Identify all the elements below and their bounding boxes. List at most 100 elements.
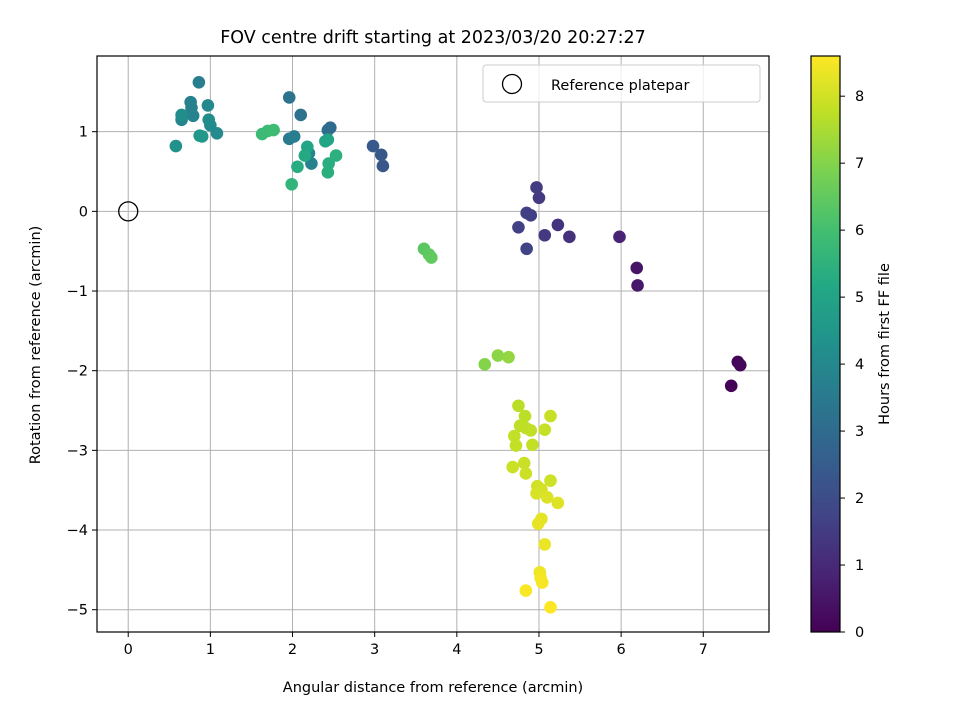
data-point — [517, 456, 531, 470]
data-point — [530, 487, 543, 500]
data-point — [733, 358, 747, 372]
data-point — [294, 108, 308, 122]
y-tick-label: −5 — [67, 603, 88, 619]
data-point — [491, 349, 505, 362]
y-axis-label: Rotation from reference (arcmin) — [28, 226, 44, 465]
data-point — [631, 279, 644, 292]
data-point — [376, 159, 390, 173]
data-point — [287, 130, 301, 143]
data-point — [551, 496, 565, 510]
colorbar-gradient — [810, 55, 841, 633]
legend[interactable]: Reference platepar — [482, 64, 761, 103]
data-point — [192, 75, 206, 89]
data-point — [532, 191, 546, 205]
data-point — [613, 230, 626, 244]
data-point — [195, 130, 209, 143]
data-point — [520, 242, 533, 256]
data-point — [478, 358, 492, 371]
colorbar-tick-label: 2 — [855, 491, 864, 507]
data-point — [291, 160, 304, 174]
x-tick-label: 7 — [699, 642, 708, 658]
grid — [97, 56, 769, 632]
data-point — [169, 139, 183, 153]
data-point — [524, 424, 538, 437]
colorbar-tick-label: 4 — [855, 357, 864, 373]
colorbar-tick-label: 6 — [855, 223, 864, 239]
data-point — [518, 409, 532, 423]
colorbar-tick-label: 0 — [855, 625, 864, 641]
data-point — [285, 177, 298, 191]
data-point — [563, 230, 576, 244]
colorbar-tick-label: 3 — [855, 424, 864, 440]
x-tick-label: 3 — [370, 642, 379, 658]
colorbar-tick-label: 1 — [855, 558, 864, 574]
plot-frame — [96, 55, 770, 633]
data-point — [425, 251, 438, 264]
data-point — [531, 517, 545, 530]
data-point — [201, 99, 215, 112]
colorbar-ticks: 0 1 2 3 4 5 6 7 8 — [840, 89, 864, 641]
chart-title: FOV centre drift starting at 2023/03/20 … — [220, 28, 646, 48]
data-point — [512, 220, 525, 234]
y-tick-label: 1 — [79, 125, 88, 141]
data-point — [538, 538, 552, 551]
data-point — [530, 181, 543, 194]
x-tick-label: 4 — [452, 642, 461, 658]
data-point — [508, 429, 521, 443]
y-tick-label: −2 — [67, 364, 88, 380]
legend-marker-icon — [501, 73, 523, 95]
data-point — [512, 399, 525, 413]
y-tick-label: 0 — [79, 204, 88, 220]
y-tick-label: −1 — [67, 284, 88, 300]
x-axis-label: Angular distance from reference (arcmin) — [283, 680, 583, 696]
data-point — [538, 423, 552, 436]
data-point — [544, 601, 557, 614]
data-point — [321, 166, 335, 179]
data-point — [538, 228, 552, 242]
reference-platepar-point — [118, 201, 139, 222]
data-point — [544, 474, 557, 487]
colorbar-tick-label: 5 — [855, 290, 864, 306]
colorbar-label: Hours from first FF file — [877, 263, 893, 425]
data-point — [724, 379, 738, 393]
data-point — [630, 261, 644, 275]
colorbar-tick-label: 8 — [855, 89, 864, 105]
x-tick-label: 1 — [206, 642, 215, 658]
data-points — [169, 75, 747, 614]
legend-box — [482, 64, 761, 103]
data-point — [298, 149, 312, 162]
data-point — [321, 123, 335, 137]
data-point — [202, 113, 216, 127]
data-point — [520, 206, 533, 220]
data-point — [186, 109, 200, 123]
x-tick-label: 0 — [124, 642, 133, 658]
data-point — [544, 409, 557, 423]
x-tick-label: 5 — [534, 642, 543, 658]
y-tick-label: −3 — [67, 443, 88, 459]
data-point — [519, 584, 533, 597]
data-point — [506, 460, 519, 474]
data-point — [267, 123, 280, 137]
data-point — [321, 133, 335, 146]
y-axis-ticks: 1 0 −1 −2 −3 −4 −5 — [67, 125, 97, 619]
data-point — [374, 148, 388, 162]
data-point — [282, 91, 296, 104]
data-point — [329, 149, 343, 162]
data-point — [519, 467, 533, 480]
data-point — [526, 438, 539, 452]
data-point — [551, 218, 565, 232]
colorbar-tick-label: 7 — [855, 156, 864, 172]
colorbar: 0 1 2 3 4 5 6 7 8 Hours from first FF file — [810, 55, 893, 641]
data-point — [175, 108, 188, 122]
x-tick-label: 2 — [288, 642, 297, 658]
x-axis-ticks: 0 1 2 3 4 5 6 7 — [124, 632, 708, 658]
data-point — [502, 350, 515, 364]
y-tick-label: −4 — [67, 523, 88, 539]
x-tick-label: 6 — [617, 642, 626, 658]
legend-entry-label: Reference platepar — [551, 78, 689, 94]
reference-platepar-marker — [118, 201, 139, 222]
data-point — [366, 139, 380, 153]
data-point — [509, 439, 523, 452]
data-point — [540, 491, 554, 504]
